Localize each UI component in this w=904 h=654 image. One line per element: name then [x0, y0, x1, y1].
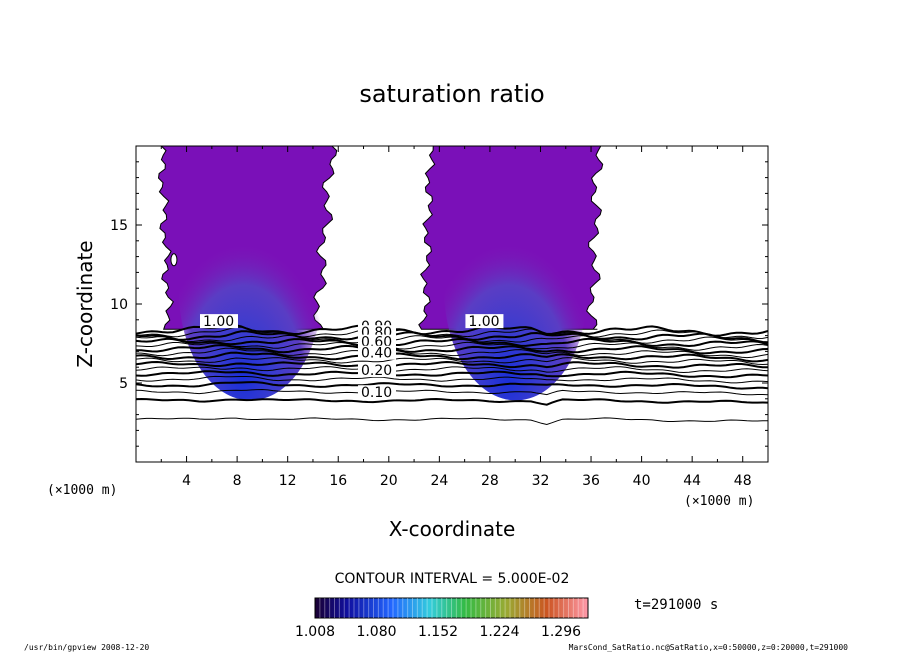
contour-line [136, 366, 768, 374]
contour-line [136, 370, 768, 379]
colorbar-tick-label: 1.152 [418, 624, 458, 640]
contour-label: 0.20 [361, 363, 392, 379]
contour-label: 1.00 [203, 314, 234, 330]
contour-line [136, 344, 768, 355]
contour-line [136, 330, 768, 344]
contour-label-bg [357, 334, 396, 349]
contour-line [136, 337, 768, 348]
colorbar-tick-label: 1.224 [479, 624, 519, 640]
contour-line [136, 324, 768, 337]
contour-line [136, 341, 768, 351]
contour-label-bg [199, 314, 238, 329]
contour-line [136, 375, 768, 384]
footer-left: /usr/bin/gpview 2008-12-20 [24, 643, 149, 652]
x-tick-label: 12 [279, 473, 297, 489]
contour-line [136, 360, 768, 369]
x-tick-label: 20 [380, 473, 398, 489]
colorbar: 1.008 1.080 1.152 1.224 1.296 [295, 597, 589, 640]
footer-right: MarsCond_SatRatio.nc@SatRatio,x=0:50000,… [569, 643, 849, 652]
x-tick-label: 40 [633, 473, 651, 489]
contour-line [136, 357, 768, 366]
colorbar-tick-label: 1.008 [295, 624, 335, 640]
contour-label: 0.10 [361, 385, 392, 401]
contour-line [136, 347, 768, 359]
x-tick-label: 36 [582, 473, 600, 489]
x-tick-label: 4 [182, 473, 191, 489]
contour-interval-text: CONTOUR INTERVAL = 5.000E-02 [335, 571, 570, 587]
colorbar-tick-label: 1.296 [541, 624, 581, 640]
colorbar-tick-label: 1.080 [356, 624, 396, 640]
colorbar-bar [314, 597, 589, 619]
contour-line [136, 397, 768, 406]
region-hole [170, 253, 178, 267]
contour-label-bg [357, 385, 396, 400]
x-tick-label: 44 [683, 473, 701, 489]
y-tick-label: 15 [110, 218, 128, 234]
contour-line [136, 334, 768, 345]
x-tick-label: 28 [481, 473, 499, 489]
y-tick-label: 10 [110, 297, 128, 313]
contour-label: 0.40 [361, 346, 392, 362]
contour-label-bg [357, 363, 396, 378]
contour-line [136, 417, 768, 426]
contour-line [136, 388, 768, 396]
contour-line [136, 351, 768, 363]
contour-label-bg [357, 345, 396, 360]
y-tick-label: 5 [119, 376, 128, 392]
contour-label: 1.00 [468, 314, 499, 330]
x-unit-label-right: (×1000 m) [684, 494, 754, 509]
x-tick-label: 16 [329, 473, 347, 489]
time-label: t=291000 s [634, 597, 718, 613]
x-tick-label: 24 [430, 473, 448, 489]
x-tick-label: 48 [734, 473, 752, 489]
x-unit-label-left: (×1000 m) [47, 483, 117, 498]
supersaturation-core [444, 179, 588, 401]
x-tick-label: 8 [233, 473, 242, 489]
contour-line [136, 381, 768, 390]
x-axis-label: X-coordinate [389, 517, 516, 541]
y-axis-label: Z-coordinate [73, 240, 97, 367]
plot-area [136, 146, 768, 426]
chart-title: saturation ratio [359, 80, 544, 108]
contour-label-bg [465, 314, 504, 329]
x-tick-label: 32 [532, 473, 550, 489]
